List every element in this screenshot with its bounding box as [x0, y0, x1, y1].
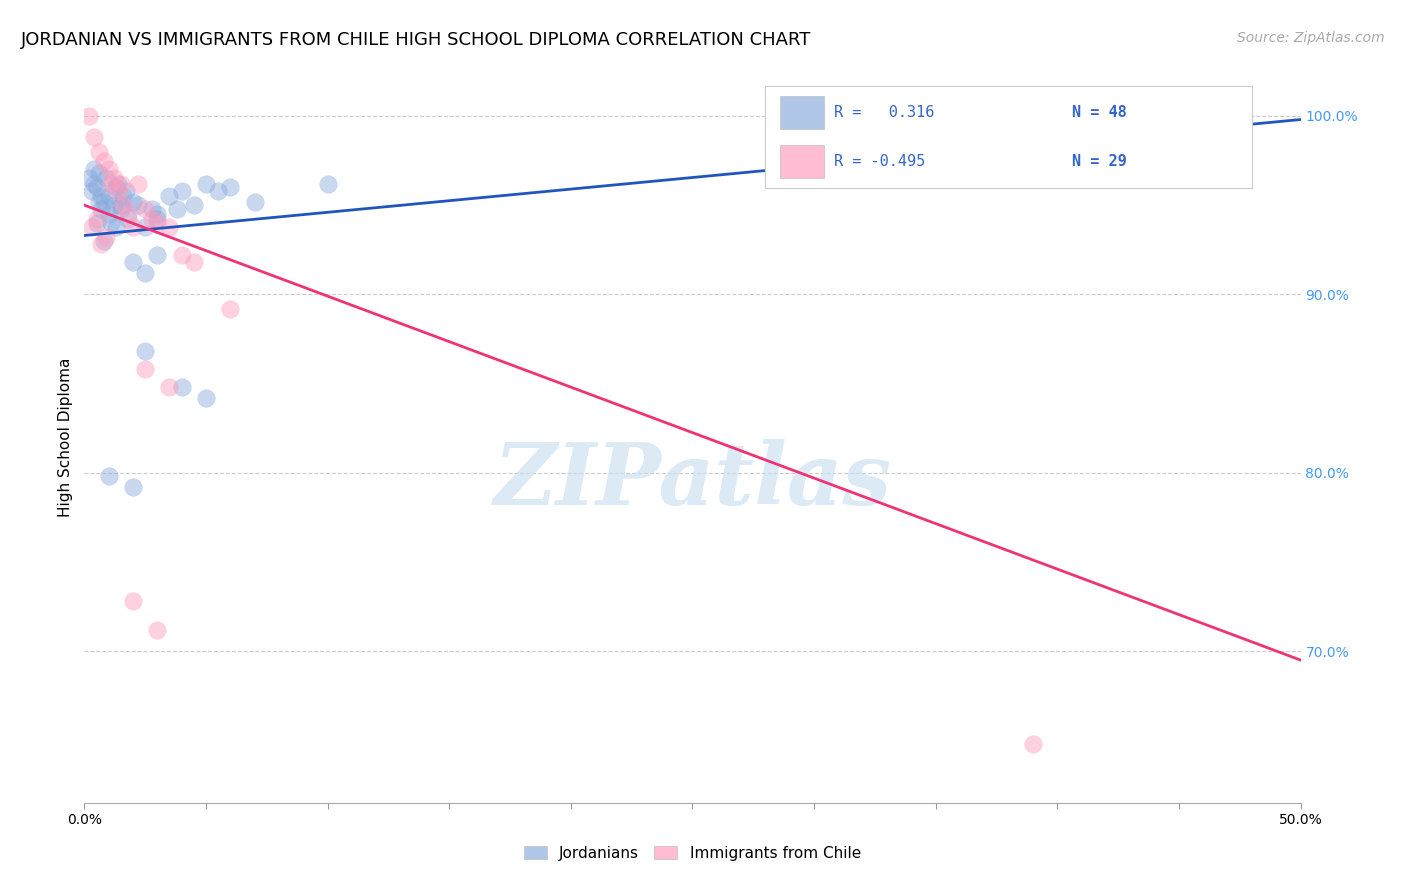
Point [112, 189, 135, 203]
Point [110, 198, 132, 212]
Text: JORDANIAN VS IMMIGRANTS FROM CHILE HIGH SCHOOL DIPLOMA CORRELATION CHART: JORDANIAN VS IMMIGRANTS FROM CHILE HIGH … [21, 31, 811, 49]
Legend: Jordanians, Immigrants from Chile: Jordanians, Immigrants from Chile [516, 838, 869, 868]
Point [1022, 737, 1045, 751]
Point [122, 255, 145, 269]
Point [97, 162, 120, 177]
Point [122, 594, 145, 608]
Point [90, 189, 112, 203]
Y-axis label: High School Diploma: High School Diploma [58, 358, 73, 516]
Point [146, 207, 169, 221]
Point [87, 145, 110, 159]
Point [83, 162, 105, 177]
Point [122, 219, 145, 234]
Point [146, 212, 169, 227]
Point [93, 234, 115, 248]
Point [107, 177, 129, 191]
Point [100, 177, 122, 191]
Point [134, 202, 156, 216]
Point [316, 177, 339, 191]
Point [117, 212, 139, 227]
Point [146, 623, 169, 637]
Point [83, 177, 105, 191]
Point [86, 216, 108, 230]
Point [183, 198, 205, 212]
Point [159, 189, 181, 203]
Point [122, 194, 145, 209]
Point [83, 130, 105, 145]
Point [90, 237, 112, 252]
Point [141, 212, 163, 227]
Text: Source: ZipAtlas.com: Source: ZipAtlas.com [1237, 31, 1385, 45]
Point [134, 344, 156, 359]
Point [87, 194, 110, 209]
Point [93, 153, 115, 168]
Point [97, 469, 120, 483]
Point [77, 109, 100, 123]
Point [183, 255, 205, 269]
Point [110, 177, 132, 191]
Point [100, 216, 122, 230]
Point [80, 184, 103, 198]
Point [243, 194, 266, 209]
Point [103, 198, 125, 212]
Point [97, 207, 120, 221]
Point [170, 184, 193, 198]
Point [107, 184, 129, 198]
Point [86, 180, 108, 194]
Point [104, 219, 127, 234]
Point [159, 380, 181, 394]
Point [104, 180, 127, 194]
Point [112, 198, 135, 212]
Point [195, 177, 218, 191]
Point [110, 202, 132, 216]
Point [134, 266, 156, 280]
Point [159, 219, 181, 234]
Point [195, 391, 218, 405]
Point [86, 212, 108, 227]
Point [87, 166, 110, 180]
Text: ZIPatlas: ZIPatlas [494, 439, 891, 523]
Point [207, 184, 229, 198]
Point [166, 202, 188, 216]
Point [127, 177, 149, 191]
Point [127, 198, 149, 212]
Point [90, 202, 112, 216]
Point [170, 248, 193, 262]
Point [96, 171, 118, 186]
Point [96, 230, 118, 244]
Point [97, 189, 120, 203]
Point [219, 301, 242, 316]
Point [122, 480, 145, 494]
Point [114, 184, 136, 198]
Point [80, 219, 103, 234]
Point [103, 171, 125, 186]
Point [93, 194, 115, 209]
Point [146, 248, 169, 262]
Point [219, 180, 242, 194]
Point [134, 362, 156, 376]
Point [134, 219, 156, 234]
Point [146, 216, 169, 230]
Point [170, 380, 193, 394]
Point [117, 207, 139, 221]
Point [77, 171, 100, 186]
Point [141, 202, 163, 216]
